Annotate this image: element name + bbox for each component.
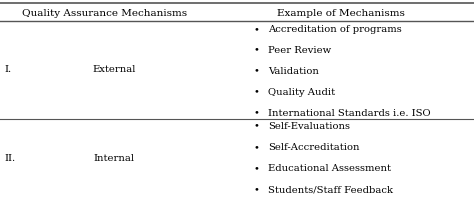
Text: •: • (254, 143, 259, 152)
Text: Example of Mechanisms: Example of Mechanisms (277, 9, 405, 18)
Text: I.: I. (5, 65, 12, 74)
Text: •: • (254, 25, 259, 34)
Text: •: • (254, 67, 259, 76)
Text: •: • (254, 46, 259, 55)
Text: Peer Review: Peer Review (268, 46, 331, 55)
Text: II.: II. (5, 154, 16, 163)
Text: External: External (92, 65, 136, 74)
Text: Self-Accreditation: Self-Accreditation (268, 143, 359, 152)
Text: Accreditation of programs: Accreditation of programs (268, 25, 401, 34)
Text: International Standards i.e. ISO: International Standards i.e. ISO (268, 109, 430, 118)
Text: Quality Assurance Mechanisms: Quality Assurance Mechanisms (22, 9, 187, 18)
Text: Self-Evaluations: Self-Evaluations (268, 122, 350, 131)
Text: •: • (254, 88, 259, 97)
Text: •: • (254, 122, 259, 131)
Text: Quality Audit: Quality Audit (268, 88, 335, 97)
Text: Educational Assessment: Educational Assessment (268, 164, 391, 173)
Text: Students/Staff Feedback: Students/Staff Feedback (268, 185, 393, 194)
Text: Validation: Validation (268, 67, 319, 76)
Text: •: • (254, 185, 259, 194)
Text: •: • (254, 164, 259, 173)
Text: Internal: Internal (93, 154, 134, 163)
Text: •: • (254, 109, 259, 118)
